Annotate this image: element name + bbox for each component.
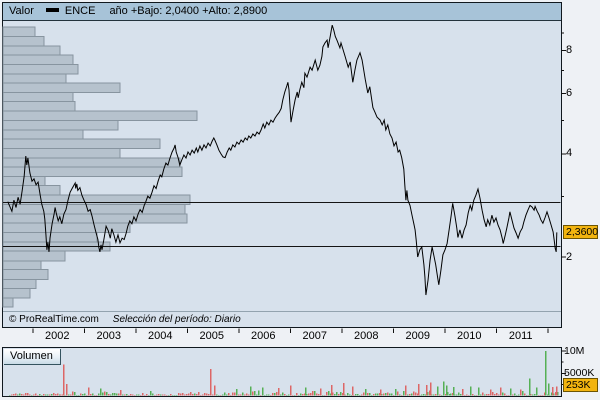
price-chart-panel: Valor ENCE año +Bajo: 2,0400 +Alto: 2,8900… [2,2,562,328]
period-selection-text[interactable]: Selección del período: Diario [112,314,241,325]
chart-footer: © ProRealTime.com Selección del período: … [3,311,561,327]
copyright-text: © ProRealTime.com [9,314,99,325]
volume-axis-label: 10M [564,344,585,357]
x-axis-year-label: 2009 [405,330,430,342]
x-axis-year-label: 2010 [456,330,482,342]
volume-axis-label: 5000K [564,366,595,379]
last-volume-badge: 253K [563,378,598,392]
panel-type-label: Valor [9,5,34,17]
x-axis-year-label: 2005 [199,330,224,342]
year-high-low-stats: año +Bajo: 2,0400 +Alto: 2,8900 [109,5,268,17]
volume-indicator-label[interactable]: Volumen [4,349,61,365]
instrument-symbol[interactable]: ENCE [64,5,96,17]
price-panel-header: Valor ENCE año +Bajo: 2,0400 +Alto: 2,8900 [3,3,561,21]
series-color-swatch [45,8,59,13]
x-axis-year-label: 2006 [250,330,276,342]
last-price-badge: 2,3600 [563,225,598,239]
x-axis-year-label: 2007 [302,330,327,342]
x-axis-year-label: 2002 [44,330,70,342]
x-axis-year-label: 2011 [508,330,533,342]
price-axis-label: 8 [566,44,573,57]
price-axis-label: 4 [566,147,573,160]
x-axis-year-label: 2008 [353,330,379,342]
x-axis: 2002 2003 2004 2005 2006 2007 2008 2009 2010 2011 [2,328,562,346]
price-axis-label: 6 [566,87,573,100]
x-axis-year-label: 2004 [147,330,173,342]
price-axis-label: 2 [566,250,573,263]
x-axis-year-label: 2003 [96,330,121,342]
volume-chart-panel: Volumen [2,347,562,397]
